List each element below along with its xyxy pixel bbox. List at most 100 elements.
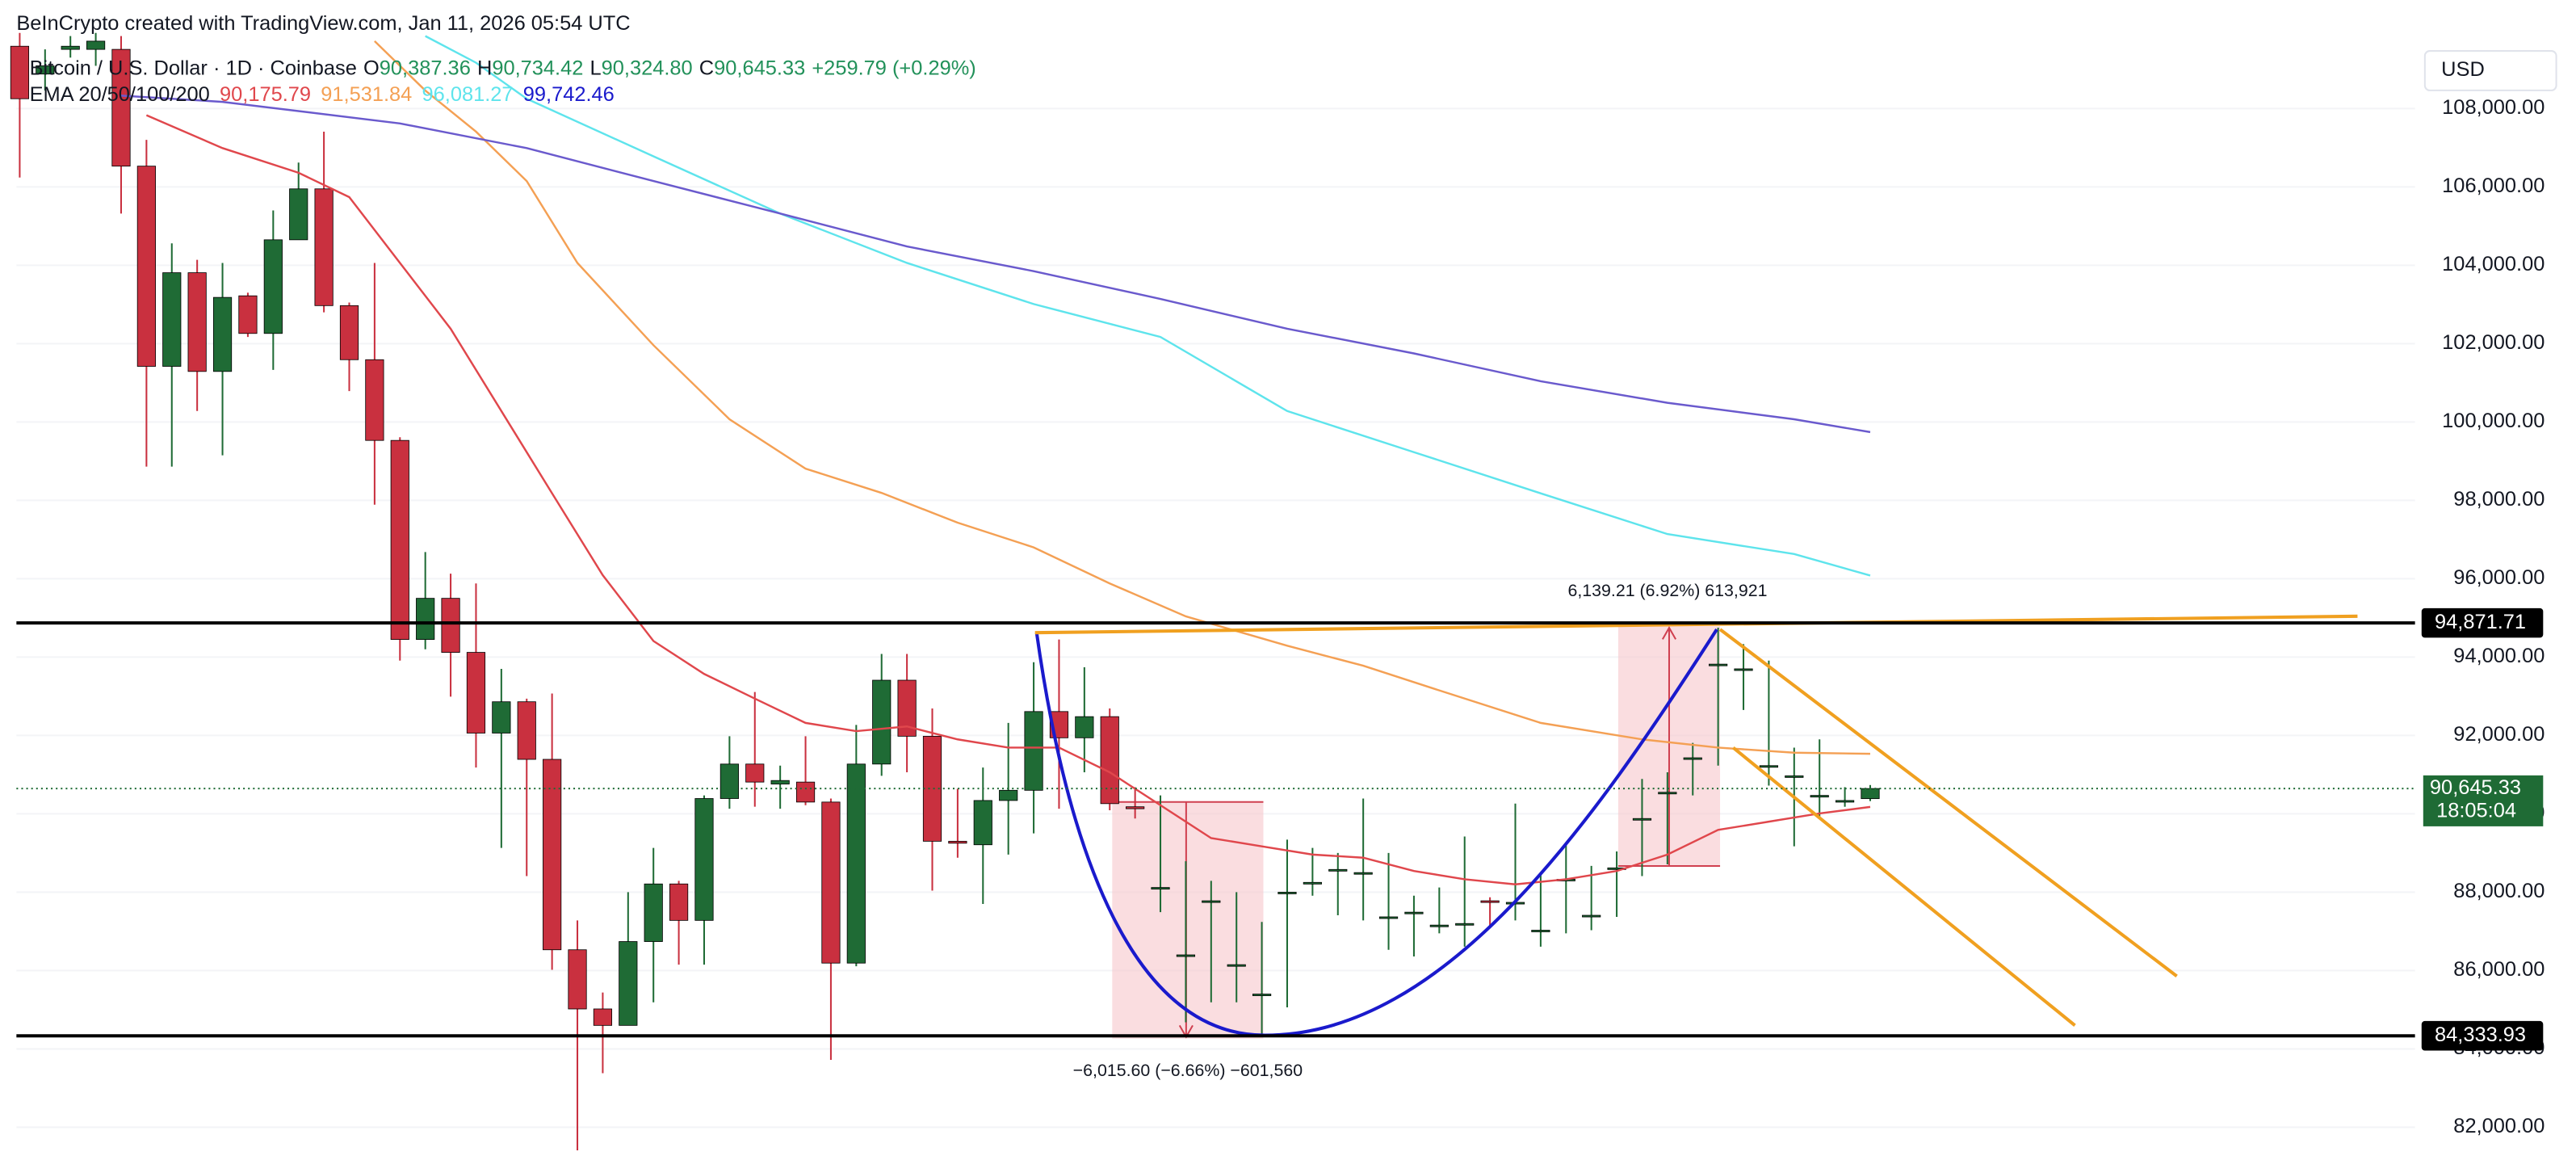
candle-body bbox=[1100, 716, 1119, 805]
y-tick-label: 86,000.00 bbox=[2453, 958, 2545, 981]
candle-body bbox=[745, 763, 765, 783]
candle-body bbox=[1480, 900, 1500, 903]
candle-body bbox=[365, 359, 384, 441]
candle-body bbox=[111, 48, 131, 167]
candle-body bbox=[1404, 911, 1424, 914]
candle-body bbox=[162, 272, 182, 367]
measure-label: 6,139.21 (6.92%) 613,921 bbox=[1567, 581, 1767, 600]
change: +259.79 (+0.29%) bbox=[812, 57, 975, 79]
ohlc-value: 90,645.33 bbox=[714, 57, 805, 79]
measure-arrowhead bbox=[1661, 626, 1677, 640]
candle-body bbox=[720, 763, 739, 799]
candle-body bbox=[1709, 663, 1728, 666]
currency: USD bbox=[2441, 58, 2485, 81]
y-tick-label: 108,000.00 bbox=[2442, 96, 2545, 119]
candle-body bbox=[492, 701, 511, 734]
candle-body bbox=[1835, 800, 1855, 803]
ema-line bbox=[425, 35, 1871, 577]
candle-body bbox=[922, 735, 942, 842]
candle-body bbox=[238, 295, 258, 334]
candle-body bbox=[1658, 792, 1677, 795]
measure-box bbox=[1112, 801, 1264, 1039]
ohlc-value: 90,734.42 bbox=[492, 57, 583, 79]
candle-body bbox=[821, 801, 841, 964]
ema-line bbox=[120, 95, 1871, 434]
candle-body bbox=[517, 701, 536, 760]
candle-body bbox=[1785, 775, 1804, 778]
ema-line bbox=[145, 114, 1871, 885]
candle-body bbox=[1810, 795, 1829, 798]
candle-body bbox=[897, 679, 917, 737]
candle-body bbox=[1861, 788, 1880, 800]
candle-body bbox=[1429, 924, 1449, 927]
candle-body bbox=[1126, 806, 1145, 809]
level-box bbox=[2421, 607, 2544, 638]
candle-body bbox=[1632, 818, 1652, 821]
ohlc-key: H bbox=[477, 57, 492, 79]
symbol-legend: Bitcoin / U.S. Dollar · 1D · Coinbase O90… bbox=[30, 57, 976, 79]
candle-body bbox=[948, 840, 967, 844]
candle-body bbox=[1176, 954, 1196, 957]
y-tick-label: 102,000.00 bbox=[2442, 331, 2545, 354]
countdown: 18:05:04 bbox=[2436, 799, 2516, 822]
attribution: BeInCrypto created with TradingView.com,… bbox=[16, 12, 630, 35]
y-tick-label: 98,000.00 bbox=[2453, 488, 2545, 511]
candle-body bbox=[1151, 887, 1170, 890]
candle-body bbox=[136, 166, 156, 367]
y-tick-label: 104,000.00 bbox=[2442, 253, 2545, 275]
candle-body bbox=[593, 1008, 613, 1026]
candle-body bbox=[543, 759, 562, 951]
series bbox=[10, 32, 1880, 1151]
candle-body bbox=[212, 296, 233, 372]
candle-body bbox=[846, 763, 866, 964]
price-axis: 82,000.0084,000.0086,000.0088,000.0090,0… bbox=[2442, 96, 2545, 1137]
candle-body bbox=[289, 188, 308, 241]
indicator-value: 90,175.79 bbox=[220, 83, 311, 106]
candle-body bbox=[1303, 881, 1322, 885]
candle-body bbox=[1683, 757, 1702, 760]
currency-box bbox=[2423, 50, 2557, 91]
y-tick-label: 94,000.00 bbox=[2453, 645, 2545, 667]
y-tick-label: 82,000.00 bbox=[2453, 1115, 2545, 1137]
candle-body bbox=[1278, 892, 1297, 894]
candle-body bbox=[1734, 668, 1753, 671]
candle-body bbox=[10, 45, 30, 99]
candle-body bbox=[872, 679, 892, 765]
ohlc-key: C bbox=[699, 57, 714, 79]
candle-body bbox=[1024, 711, 1043, 791]
indicator-value: 91,531.84 bbox=[321, 83, 412, 106]
candle-body bbox=[1075, 716, 1094, 738]
candle-body bbox=[1328, 868, 1348, 872]
candle-body bbox=[694, 798, 714, 921]
ohlc-key: O bbox=[363, 57, 380, 79]
y-tick-label: 106,000.00 bbox=[2442, 174, 2545, 197]
y-tick-label: 100,000.00 bbox=[2442, 410, 2545, 432]
channel-upper bbox=[1718, 628, 2178, 977]
candle-body bbox=[1582, 914, 1601, 918]
ohlc-value: 90,324.80 bbox=[602, 57, 693, 79]
candle-body bbox=[568, 949, 587, 1010]
y-tick-label: 96,000.00 bbox=[2453, 566, 2545, 589]
candle-body bbox=[441, 598, 460, 653]
candle-body bbox=[263, 239, 283, 334]
candle-body bbox=[1252, 994, 1272, 996]
ema-line bbox=[374, 40, 1871, 755]
candle-body bbox=[61, 45, 80, 50]
candle-body bbox=[86, 40, 106, 50]
candle-body bbox=[416, 598, 435, 640]
indicator-name: EMA 20/50/100/200 bbox=[30, 83, 210, 106]
candle-body bbox=[1759, 765, 1779, 768]
candle-body bbox=[314, 188, 334, 306]
ohlc-value: 90,387.36 bbox=[380, 57, 471, 79]
ohlc-key: L bbox=[590, 57, 602, 79]
candle-body bbox=[973, 800, 992, 846]
indicator-value: 99,742.46 bbox=[523, 83, 615, 106]
candle-body bbox=[1378, 916, 1399, 919]
candle-body bbox=[1202, 900, 1221, 903]
drawings bbox=[1112, 626, 1721, 1039]
candle-body bbox=[339, 305, 359, 360]
candle-body bbox=[669, 883, 689, 921]
price-box bbox=[2423, 775, 2544, 826]
candle-body bbox=[36, 65, 55, 75]
candle-body bbox=[1353, 872, 1373, 875]
